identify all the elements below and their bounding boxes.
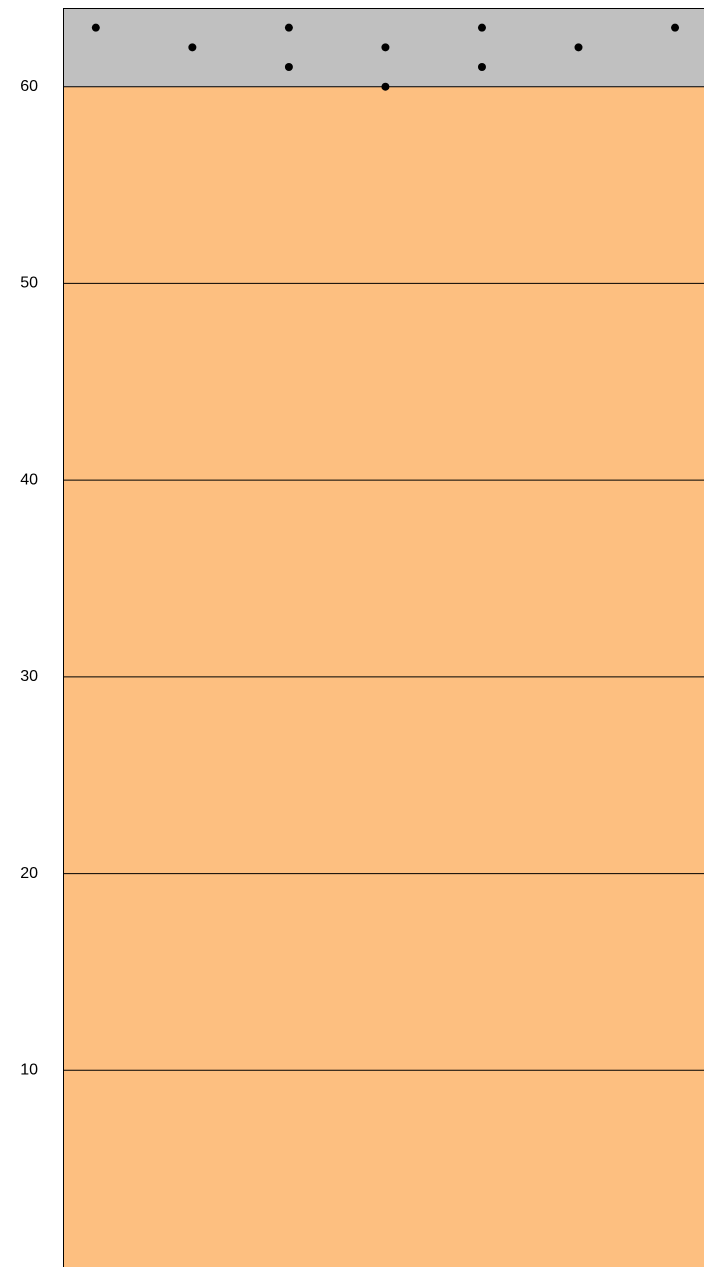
y-tick-label: 20	[20, 865, 38, 882]
point	[671, 23, 680, 32]
point	[91, 23, 100, 32]
y-tick-label: 50	[20, 275, 38, 292]
y-tick-label: 40	[20, 471, 38, 488]
point	[188, 43, 197, 52]
point	[574, 43, 583, 52]
point	[284, 23, 293, 32]
point	[477, 23, 486, 32]
y-tick-label: 10	[20, 1062, 38, 1079]
y-tick-label: 60	[20, 78, 38, 95]
y-tick-label: 30	[20, 668, 38, 685]
point	[477, 63, 486, 72]
point	[381, 82, 390, 91]
point	[284, 63, 293, 72]
point	[381, 43, 390, 52]
